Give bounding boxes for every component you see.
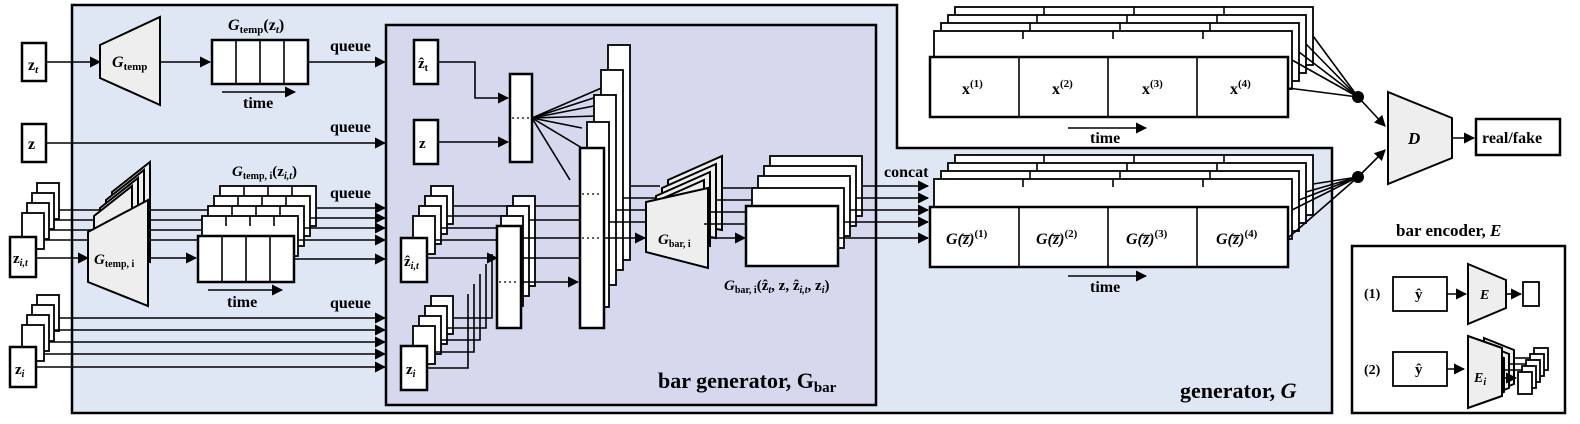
concat-to-g-bar-wires [604, 185, 660, 244]
concat-fan-wires [521, 79, 621, 288]
encoder-output-1 [1522, 281, 1540, 307]
queue-arrows-temp-i [294, 202, 387, 265]
time-label-real: time [1090, 130, 1120, 147]
real-bars-front [928, 55, 1290, 119]
real-fake-label: real/fake [1482, 130, 1542, 147]
input-z-it-label: zi,t [13, 251, 29, 269]
bar-z-box [412, 118, 440, 166]
input-z-t-label: zt [28, 57, 39, 76]
g-temp-i-label: Gtemp, i [94, 252, 135, 270]
real-bars [928, 55, 1290, 119]
concat-label: concat [884, 164, 929, 181]
input-z-i-label: zi [15, 362, 25, 380]
generator-title: generator, G [1180, 378, 1297, 403]
g-temp-output-label: Gtemp(zt) [228, 17, 284, 36]
zhat-it-stack [399, 185, 454, 284]
g-temp-i-network-stack [87, 159, 151, 308]
encoder-e-i-label: Ei [1473, 371, 1486, 388]
generated-bar-4: G(z̅)(4) [1216, 228, 1258, 248]
real-to-d-arrow [1357, 96, 1386, 127]
generated-bar-2: G(z̅)(2) [1036, 228, 1078, 248]
input-z-label: z [28, 136, 35, 153]
generated-bar-1: G(z̅)(1) [946, 228, 988, 248]
bar-z-i-wires [427, 254, 493, 369]
queue-label-temp: queue [330, 38, 371, 55]
zhat-it-wires [427, 205, 512, 264]
generated-to-d-arrow [1357, 149, 1386, 178]
bar-generator-output-label: Gbar, i(ẑt, z, ẑi,t, zi) [724, 278, 830, 296]
generated-bars-front [928, 205, 1290, 269]
real-bar-3: x(3) [1142, 78, 1163, 98]
real-bar-2: x(2) [1052, 78, 1073, 98]
bar-z-i-label: zi [406, 362, 416, 380]
discriminator-label: D [1407, 129, 1420, 148]
encoder-e-network [1467, 262, 1507, 326]
g-temp-label: Gtemp [112, 54, 147, 73]
encoder-case-2: (2) [1364, 363, 1381, 378]
queue-label-z-i: queue [330, 295, 371, 312]
encoder-e-label: E [1479, 288, 1489, 303]
encoder-case-1: (1) [1364, 287, 1381, 302]
encoder-yhat-2: ŷ [1415, 362, 1423, 378]
concat-column-2-stack [495, 195, 536, 330]
zhat-it-label: ẑi,t [404, 254, 420, 272]
generated-bar-3: G(z̅)(3) [1126, 228, 1168, 248]
time-label-temp: time [243, 95, 273, 112]
bar-z-i-stack [399, 295, 454, 392]
concat-arrows [838, 180, 930, 244]
bar-z-label: z [419, 136, 426, 152]
g-temp-network [99, 15, 161, 107]
g-bar-i-network-stack [645, 154, 723, 270]
queue-label-temp-i: queue [330, 185, 371, 202]
encoder-yhat-box-2 [1392, 351, 1448, 387]
zhat-t-to-concat-arrow [438, 61, 510, 104]
g-temp-i-queue-stack [196, 185, 317, 284]
bar-generator-title: bar generator, Gbar [658, 368, 837, 396]
input-z-box [20, 122, 48, 164]
encoder-yhat-1: ŷ [1415, 287, 1423, 303]
input-z-it-stack [8, 182, 60, 279]
time-label-generated: time [1090, 279, 1120, 296]
generated-bars [928, 205, 1290, 269]
time-label-temp-i: time [227, 294, 257, 311]
encoder-e-i-network-stack [1467, 334, 1515, 410]
real-bar-1: x(1) [962, 78, 983, 98]
queue-arrows-z-i [36, 312, 387, 373]
g-bar-i-label: Gbar, i [658, 232, 691, 250]
real-fake-box [1474, 117, 1562, 157]
real-bar-4: x(4) [1230, 78, 1251, 98]
queue-label-z: queue [330, 119, 371, 136]
g-temp-queue [210, 38, 310, 86]
zhat-t-label: ẑt [418, 56, 429, 74]
discriminator-network [1387, 90, 1453, 186]
g-temp-i-output-label: Gtemp, i(zi,t) [232, 164, 297, 182]
bar-encoder-title: bar encoder, E [1396, 221, 1501, 240]
encoder-yhat-box-1 [1392, 276, 1448, 312]
encoder-e-i-outputs [1502, 347, 1549, 395]
